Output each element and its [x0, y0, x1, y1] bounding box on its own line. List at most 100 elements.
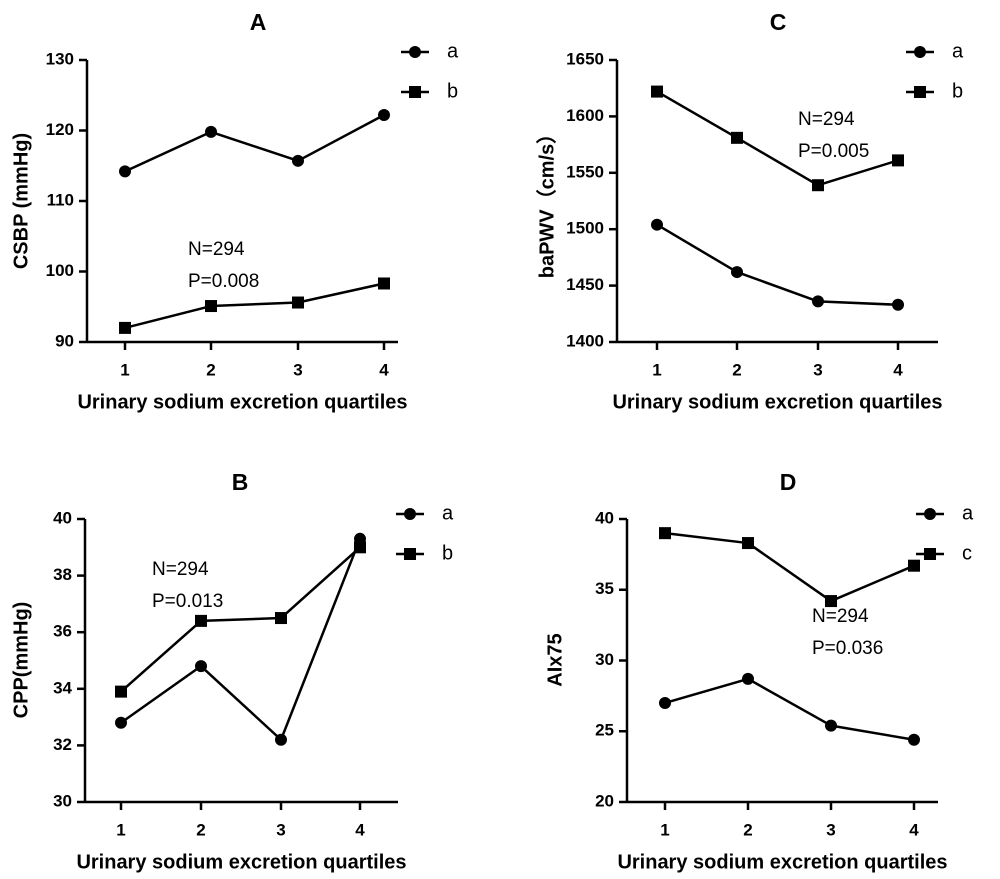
series-line-a: [120, 538, 362, 741]
legend-marker: [914, 46, 926, 58]
x-tick-label: 3: [813, 360, 822, 379]
legend-marker: [924, 548, 936, 560]
series-line-a: [664, 677, 915, 741]
data-point-a: [908, 733, 920, 746]
y-tick-label: 1600: [566, 106, 604, 125]
data-point-b: [119, 321, 131, 334]
y-axis-title: CSBP (mmHg): [10, 133, 32, 269]
series-line-c: [664, 531, 915, 603]
x-tick-label: 1: [660, 820, 669, 839]
legend-marker: [404, 508, 416, 520]
annotation-text: N=294: [798, 109, 855, 130]
data-point-c: [742, 537, 754, 550]
y-tick-label: 34: [53, 678, 72, 697]
legend-label: a: [447, 40, 459, 62]
y-tick-label: 38: [53, 565, 72, 584]
x-axis-title: Urinary sodium excretion quartiles: [76, 851, 406, 873]
y-tick-label: 120: [46, 120, 74, 139]
data-point-a: [292, 154, 304, 167]
legend-marker: [914, 86, 926, 98]
x-tick-label: 2: [196, 820, 205, 839]
x-tick-label: 4: [379, 360, 389, 379]
data-point-b: [378, 277, 390, 290]
x-axis-title: Urinary sodium excretion quartiles: [617, 851, 947, 873]
data-point-b: [292, 296, 304, 309]
x-axis-title: Urinary sodium excretion quartiles: [77, 391, 407, 413]
annotation-text: N=294: [152, 559, 209, 580]
y-tick-label: 30: [53, 791, 72, 810]
y-axis-title: AIx75: [544, 633, 566, 686]
x-tick-label: 1: [652, 360, 661, 379]
data-point-b: [651, 85, 663, 98]
chart-panel-D: D 20 25 30 35 40 1 2 3 4 Urinary sodium excretion …: [544, 469, 974, 873]
panel-title: B: [232, 469, 249, 495]
x-tick-label: 1: [116, 820, 125, 839]
legend-label: a: [442, 502, 454, 524]
data-point-b: [731, 131, 743, 144]
data-point-a: [119, 165, 131, 178]
y-tick-label: 110: [47, 190, 74, 209]
y-tick-label: 35: [595, 579, 614, 598]
y-tick-label: 40: [53, 508, 72, 527]
y-tick-label: 1450: [566, 275, 604, 294]
series-line-b: [120, 546, 361, 693]
legend-marker: [409, 86, 421, 98]
chart-panel-A: A 90 100 110 120 130 1 2 3 4 Urinary sodium excret…: [10, 9, 459, 413]
data-point-a: [651, 218, 663, 231]
y-axis-title: CPP(mmHg): [10, 602, 32, 719]
annotation-text: P=0.008: [188, 271, 259, 292]
y-tick-label: 1650: [566, 49, 604, 68]
data-point-a: [378, 108, 390, 121]
y-tick-label: 100: [46, 261, 74, 280]
panel-title: A: [250, 9, 267, 35]
y-tick-label: 130: [46, 49, 74, 68]
x-tick-label: 4: [893, 360, 903, 379]
panel-title: C: [770, 9, 787, 35]
x-tick-label: 4: [909, 820, 919, 839]
annotation-text: P=0.013: [152, 591, 223, 612]
data-point-b: [354, 541, 366, 554]
data-point-a: [205, 125, 217, 138]
data-point-a: [892, 298, 904, 311]
data-point-c: [825, 595, 837, 608]
y-tick-label: 1400: [566, 331, 604, 350]
data-point-a: [812, 295, 824, 308]
x-tick-label: 2: [206, 360, 215, 379]
annotation-text: P=0.036: [812, 638, 883, 659]
legend-marker: [404, 548, 416, 560]
y-tick-label: 30: [595, 650, 614, 669]
y-tick-label: 1550: [566, 162, 604, 181]
chart-panel-C: C 1400 1450 1500 1550 1600 1650 1 2 3 4 Urinary sod…: [535, 9, 964, 413]
x-tick-label: 2: [743, 820, 752, 839]
data-point-c: [908, 559, 920, 572]
data-point-b: [115, 685, 127, 698]
legend-label: b: [447, 80, 458, 102]
y-tick-label: 40: [595, 508, 614, 527]
data-point-a: [659, 696, 671, 709]
series-line-a: [656, 223, 899, 307]
data-point-b: [205, 300, 217, 313]
data-point-c: [659, 527, 671, 540]
series-line-b: [124, 282, 385, 330]
annotation-text: P=0.005: [798, 141, 869, 162]
panel-title: D: [780, 469, 797, 495]
y-tick-label: 20: [595, 791, 614, 810]
y-tick-label: 1500: [566, 219, 604, 238]
legend-label: b: [952, 80, 963, 102]
series-line-a: [124, 113, 385, 173]
x-tick-label: 3: [826, 820, 835, 839]
series-line-b: [656, 90, 899, 187]
x-tick-label: 2: [732, 360, 741, 379]
data-point-b: [195, 614, 207, 627]
data-point-b: [812, 179, 824, 192]
data-point-a: [825, 719, 837, 732]
data-point-b: [275, 612, 287, 625]
data-point-a: [195, 660, 207, 673]
x-tick-label: 4: [355, 820, 365, 839]
x-tick-label: 3: [293, 360, 302, 379]
legend-label: a: [952, 40, 964, 62]
data-point-a: [275, 733, 287, 746]
x-tick-label: 3: [276, 820, 285, 839]
legend-marker: [924, 508, 936, 520]
